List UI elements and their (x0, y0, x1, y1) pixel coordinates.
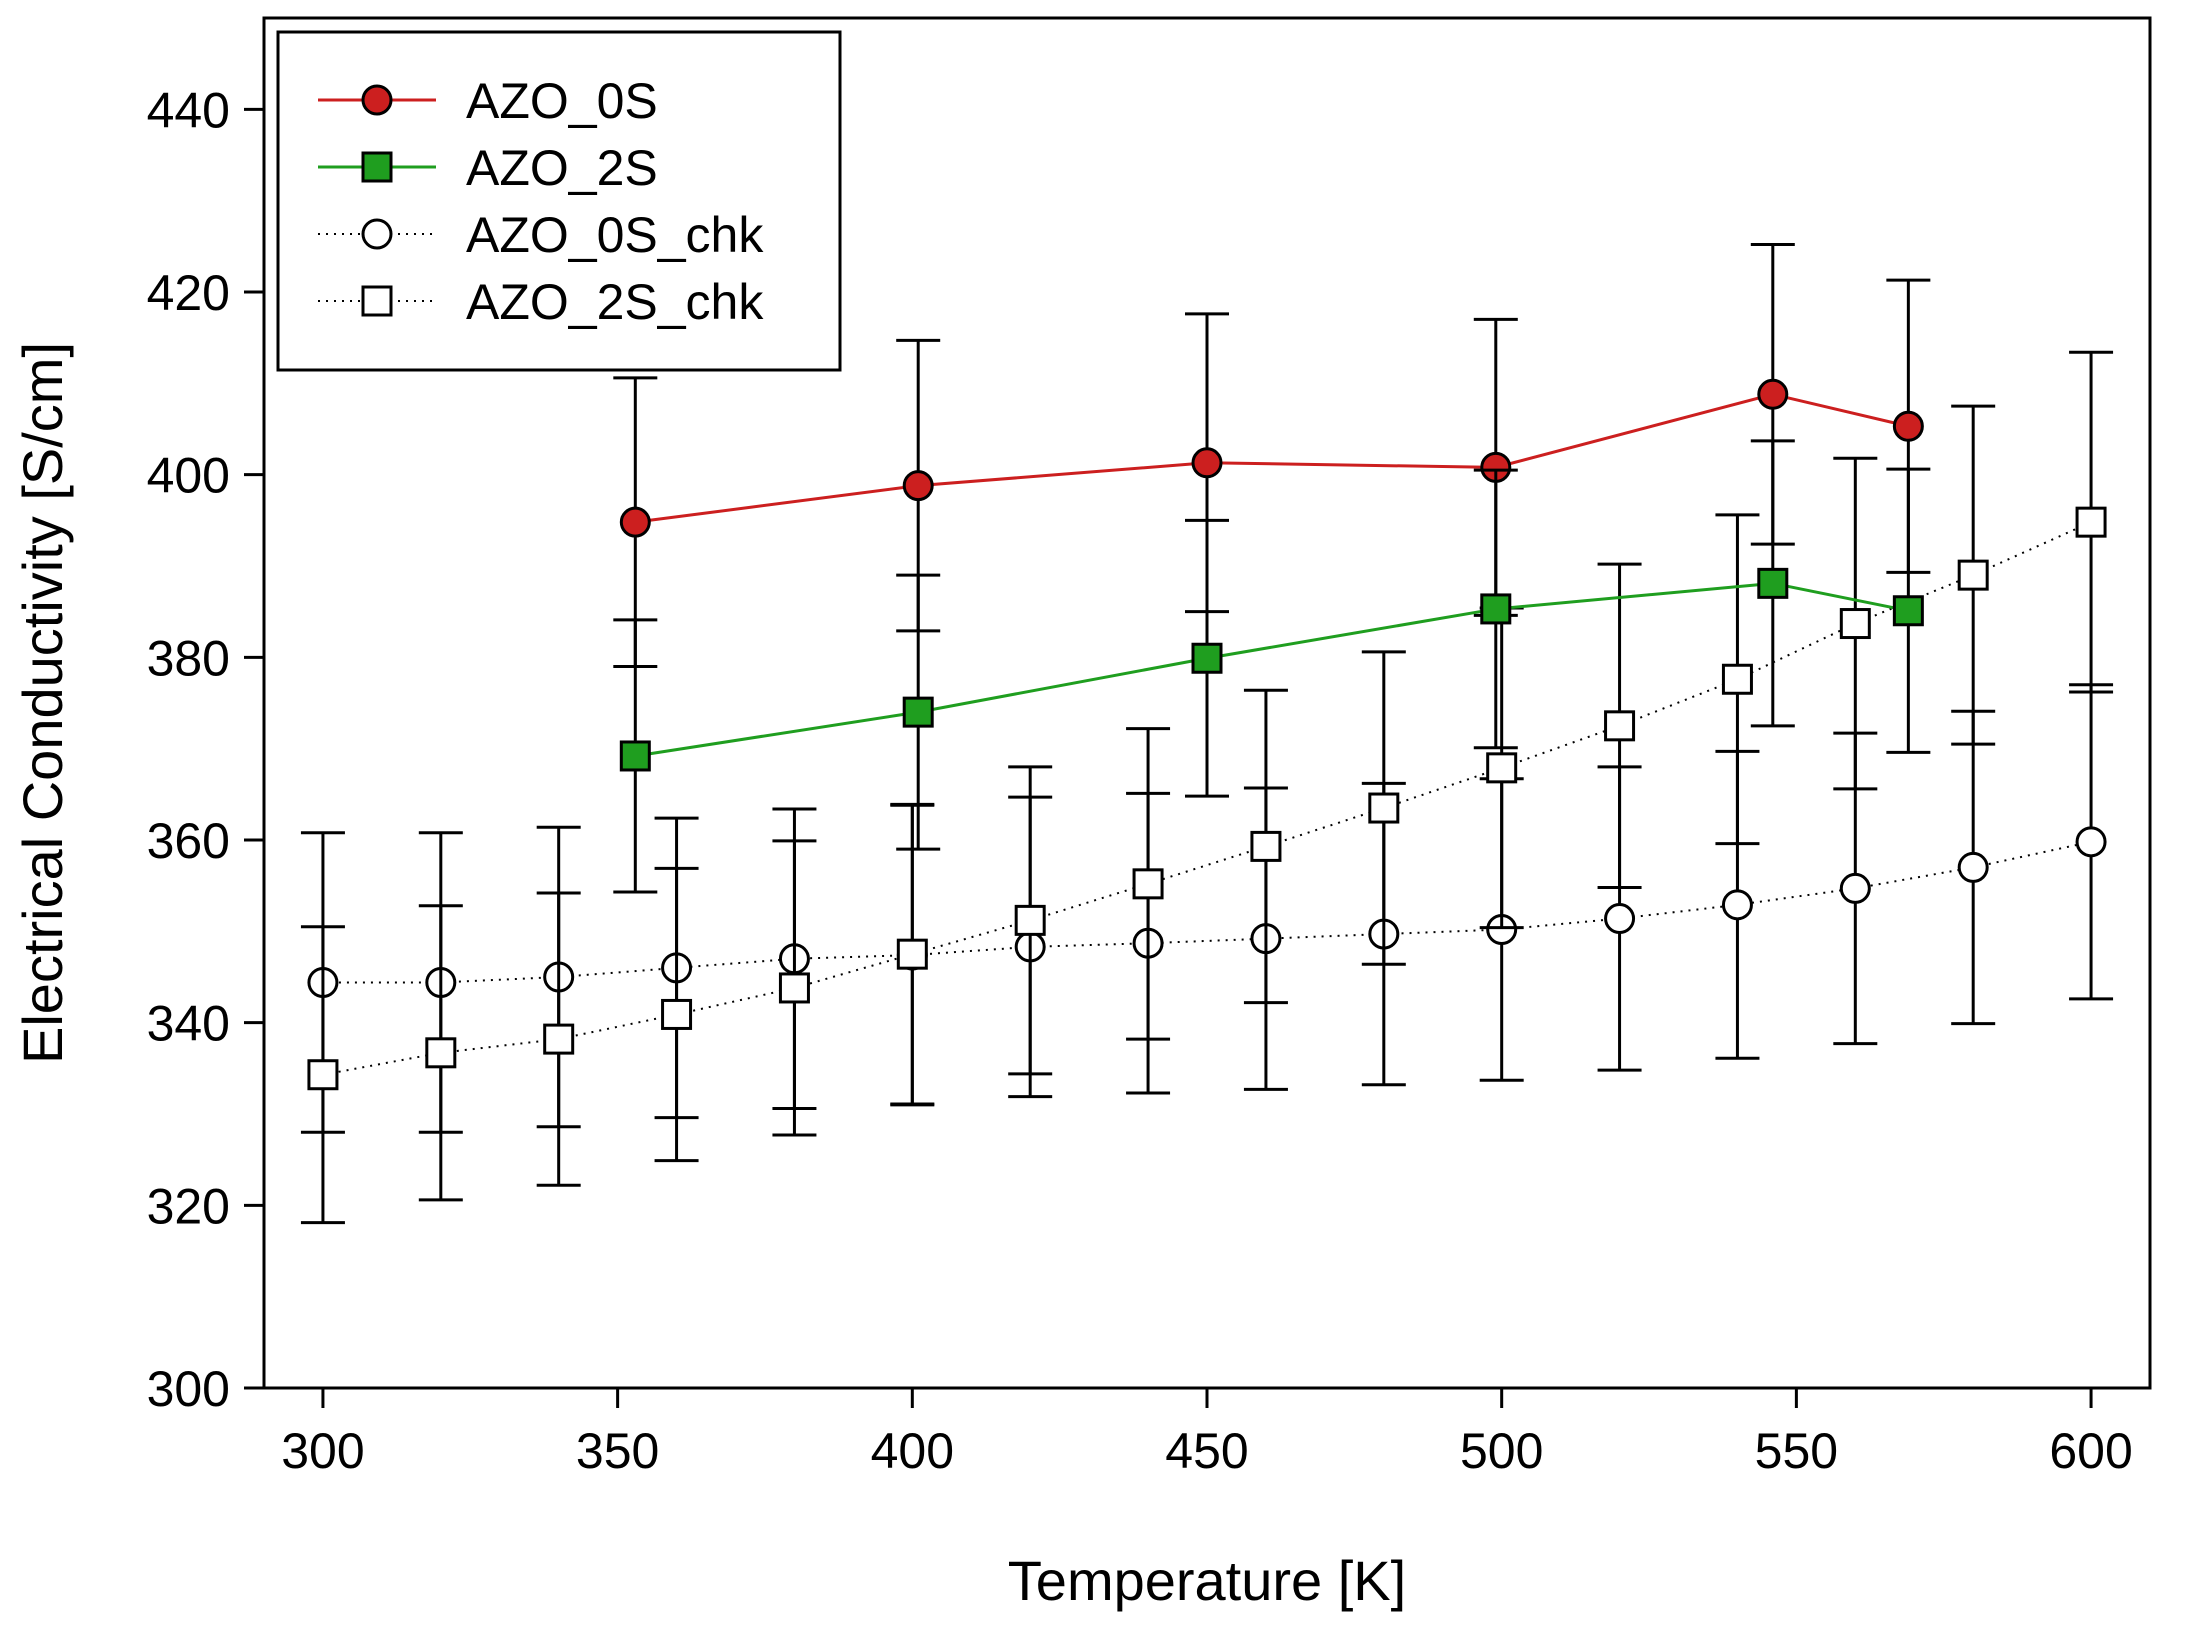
data-point (1757, 567, 1789, 599)
series-line-azo-2s-chk (322, 521, 2092, 1076)
data-point (1757, 378, 1789, 410)
legend-entry-azo-0s-chk: AZO_0S_chk (318, 207, 764, 263)
data-point (1014, 904, 1046, 936)
data-point (1892, 595, 1924, 627)
series-line-azo-0s-chk (322, 840, 2092, 984)
data-point (1132, 868, 1164, 900)
series-line-azo-0s (635, 392, 1909, 524)
data-point (2075, 826, 2107, 858)
data-point (1486, 752, 1518, 784)
data-point (1839, 608, 1871, 640)
data-point (1604, 903, 1636, 935)
legend-marker (361, 218, 393, 250)
data-point (1721, 889, 1753, 921)
data-point (661, 998, 693, 1030)
legend-label: AZO_2S_chk (466, 274, 764, 330)
data-point (2075, 506, 2107, 538)
legend-marker (361, 151, 393, 183)
data-point (425, 1037, 457, 1069)
data-point (902, 470, 934, 502)
legend-label: AZO_2S (466, 140, 658, 196)
data-point (307, 1059, 339, 1091)
data-point (1368, 792, 1400, 824)
data-point (619, 506, 651, 538)
data-point (778, 972, 810, 1004)
y-axis-title: Electrical Conductivity [S/cm] (11, 342, 74, 1064)
x-tick-label: 450 (1165, 1423, 1248, 1479)
data-point (543, 1023, 575, 1055)
legend-entry-azo-2s: AZO_2S (318, 140, 658, 196)
data-point (1604, 710, 1636, 742)
legend-marker (361, 84, 393, 116)
legend: AZO_0S AZO_2S AZO_0S_chk AZO_2S_chk (276, 30, 842, 372)
y-tick-label: 300 (147, 1361, 230, 1417)
series-azo-2s-chk (300, 350, 2114, 1225)
data-point (1480, 593, 1512, 625)
x-tick-label: 350 (576, 1423, 659, 1479)
plot-frame (262, 16, 2152, 1390)
data-point (1839, 872, 1871, 904)
x-tick-label: 400 (871, 1423, 954, 1479)
legend-entry-azo-0s: AZO_0S (318, 73, 658, 129)
data-point (1721, 663, 1753, 695)
y-tick-label: 380 (147, 630, 230, 686)
x-tick-label: 600 (2049, 1423, 2132, 1479)
series-azo-2s (613, 439, 1931, 894)
data-point (1191, 642, 1223, 674)
legend-label: AZO_0S_chk (466, 207, 764, 263)
data-point (1957, 559, 1989, 591)
data-point (896, 938, 928, 970)
legend-entry-azo-2s-chk: AZO_2S_chk (318, 274, 764, 330)
data-point (902, 696, 934, 728)
data-point (1892, 410, 1924, 442)
y-tick-label: 340 (147, 996, 230, 1052)
data-point (619, 740, 651, 772)
y-tick-label: 420 (147, 265, 230, 321)
y-tick-label: 320 (147, 1178, 230, 1234)
data-point (1191, 447, 1223, 479)
legend-label: AZO_0S (466, 73, 658, 129)
x-axis-title: Temperature [K] (1008, 1549, 1406, 1612)
y-tick-label: 360 (147, 813, 230, 869)
series-line-azo-2s (635, 581, 1909, 758)
data-point (1250, 830, 1282, 862)
y-tick-label: 400 (147, 448, 230, 504)
axis-ticks: 300 350 400 450 500 550 600 300 320 340 360 380 400 4… (147, 82, 2133, 1479)
x-tick-label: 300 (281, 1423, 364, 1479)
x-tick-label: 550 (1755, 1423, 1838, 1479)
legend-marker (361, 285, 393, 317)
x-tick-label: 500 (1460, 1423, 1543, 1479)
data-point (1957, 851, 1989, 883)
y-tick-label: 440 (147, 82, 230, 138)
series-layer (300, 243, 2114, 1225)
